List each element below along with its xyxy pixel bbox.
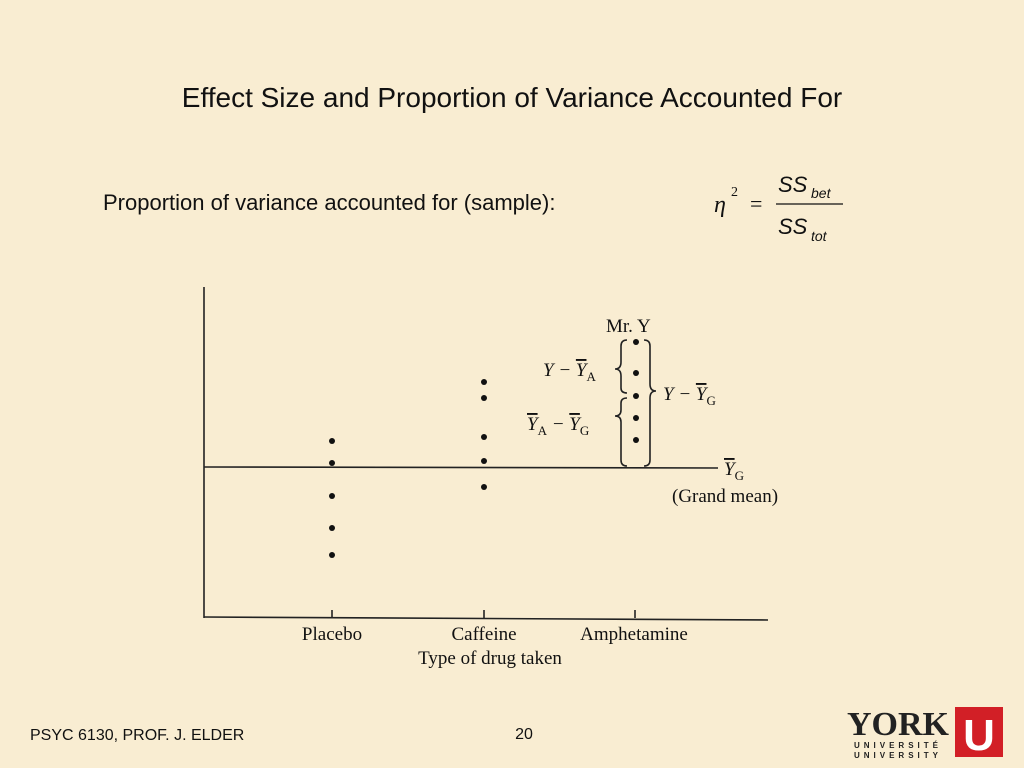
annotation: YA − YG: [527, 414, 589, 438]
annotation: Mr. Y: [606, 316, 651, 337]
annotation-part: Y −: [663, 384, 696, 405]
annotation: YG: [724, 459, 744, 483]
formula-label: Proportion of variance accounted for (sa…: [103, 190, 555, 215]
equals: =: [750, 191, 762, 216]
category-label: Placebo: [302, 624, 362, 645]
category-label: Amphetamine: [580, 624, 688, 645]
annotation-part: G: [735, 468, 744, 483]
denominator-sub: tot: [811, 228, 828, 244]
diagram-lines: [203, 287, 769, 621]
annotation-part: Mr. Y: [606, 316, 651, 337]
numerator: SS: [778, 172, 808, 197]
annotation-part: Y −: [543, 360, 576, 381]
annotation: Y − YG: [663, 384, 716, 408]
category-label: Caffeine: [451, 624, 516, 645]
numerator-sub: bet: [811, 185, 832, 201]
annotation-part: A: [586, 369, 596, 384]
annotation-part: Y: [576, 360, 589, 381]
power: 2: [731, 185, 738, 200]
data-points: [329, 339, 639, 558]
x-axis-label: Type of drug taken: [418, 648, 562, 669]
annotation: Y − YA: [543, 360, 596, 384]
annotation-part: G: [580, 423, 589, 438]
denominator: SS: [778, 214, 808, 239]
logo-box: [955, 707, 1003, 757]
annotation-part: A: [538, 423, 548, 438]
logo-line2: UNIVERSITY: [854, 751, 942, 760]
logo-mark: U: [963, 711, 995, 760]
annotation-part: Y: [696, 384, 709, 405]
annotation-part: Y: [527, 414, 540, 435]
title: Effect Size and Proportion of Variance A…: [182, 82, 842, 113]
logo-name: YORK: [847, 706, 950, 743]
annotation-part: (Grand mean): [672, 486, 778, 507]
logo-line1: UNIVERSITÉ: [854, 741, 942, 750]
annotation-part: Y: [724, 459, 737, 480]
annotation-part: −: [547, 414, 569, 435]
annotation-part: Y: [569, 414, 582, 435]
annotation: (Grand mean): [672, 486, 778, 507]
annotation-part: G: [706, 393, 715, 408]
footer-course: PSYC 6130, PROF. J. ELDER: [30, 727, 244, 744]
eta: η: [714, 192, 726, 218]
page-number: 20: [515, 726, 533, 743]
